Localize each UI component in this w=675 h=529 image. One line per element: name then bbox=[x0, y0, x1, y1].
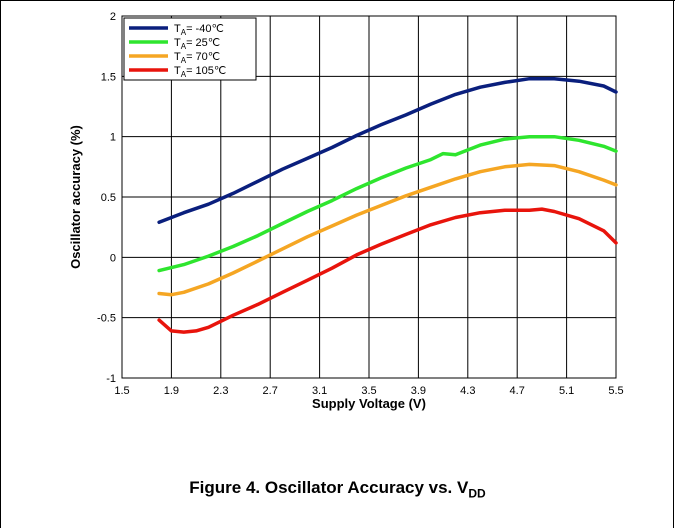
page-top-rule bbox=[0, 0, 675, 1]
x-axis-ticks: 1.5 1.9 2.3 2.7 3.1 3.5 3.9 4.3 4.7 5.1 5.5 bbox=[114, 385, 623, 397]
series-line bbox=[157, 207, 618, 334]
legend-label: TA= 105℃ bbox=[174, 65, 226, 79]
oscillator-accuracy-chart: 1.5 1.9 2.3 2.7 3.1 3.5 3.9 4.3 4.7 5.1 5.5 -1 -0.5… bbox=[68, 11, 624, 411]
caption-text: Figure 4. Oscillator Accuracy vs. V bbox=[189, 478, 469, 497]
caption-subscript: DD bbox=[468, 486, 486, 501]
y-axis-ticks: -1 -0.5 0 0.5 1 1.5 2 bbox=[97, 11, 116, 385]
y-tick-label: 2 bbox=[110, 11, 116, 23]
series-layer bbox=[157, 76, 618, 334]
legend-label: TA= 25℃ bbox=[174, 37, 220, 51]
y-tick-label: 1.5 bbox=[101, 71, 116, 83]
x-axis-label: Supply Voltage (V) bbox=[312, 396, 426, 411]
y-tick-label: 0.5 bbox=[101, 192, 116, 204]
y-tick-label: 0 bbox=[110, 252, 116, 264]
x-tick-label: 5.5 bbox=[608, 385, 623, 397]
figure-caption: Figure 4. Oscillator Accuracy vs. VDD bbox=[0, 478, 675, 500]
x-tick-label: 3.1 bbox=[312, 385, 327, 397]
legend: TA= -40℃TA= 25℃TA= 70℃TA= 105℃ bbox=[123, 17, 257, 81]
plot-border bbox=[121, 15, 617, 379]
x-tick-label: 4.7 bbox=[510, 385, 525, 397]
y-tick-label: 1 bbox=[110, 132, 116, 144]
y-tick-label: -1 bbox=[106, 373, 116, 385]
x-tick-label: 1.5 bbox=[114, 385, 129, 397]
series-line bbox=[157, 134, 618, 273]
series-line bbox=[157, 76, 618, 225]
x-tick-label: 5.1 bbox=[559, 385, 574, 397]
x-tick-label: 4.3 bbox=[460, 385, 475, 397]
y-axis-label: Oscillator accuracy (%) bbox=[68, 125, 83, 269]
x-tick-label: 3.5 bbox=[361, 385, 376, 397]
x-tick-label: 2.7 bbox=[263, 385, 278, 397]
y-tick-label: -0.5 bbox=[97, 313, 116, 325]
legend-label: TA= -40℃ bbox=[174, 23, 224, 37]
series-line bbox=[157, 162, 618, 297]
x-tick-label: 2.3 bbox=[213, 385, 228, 397]
legend-label: TA= 70℃ bbox=[174, 51, 220, 65]
x-tick-label: 1.9 bbox=[164, 385, 179, 397]
x-tick-label: 3.9 bbox=[411, 385, 426, 397]
